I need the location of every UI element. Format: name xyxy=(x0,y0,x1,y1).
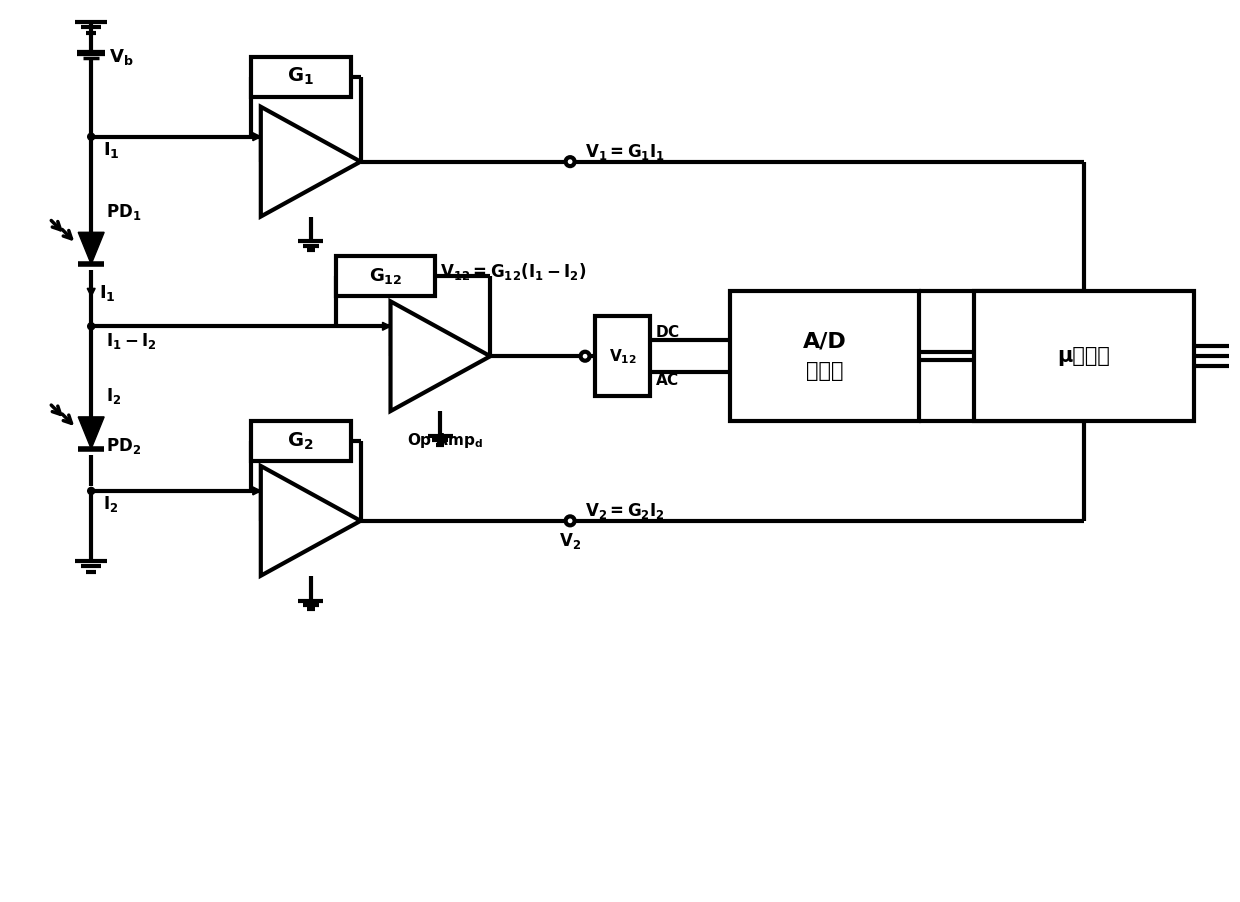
Text: $\mathbf{I_1-I_2}$: $\mathbf{I_1-I_2}$ xyxy=(107,331,157,351)
Text: $\mathbf{AC}$: $\mathbf{AC}$ xyxy=(655,373,680,388)
Text: $\mathbf{Op\ Amp_d}$: $\mathbf{Op\ Amp_d}$ xyxy=(407,431,484,450)
Bar xyxy=(336,256,435,297)
Bar xyxy=(250,57,351,97)
Polygon shape xyxy=(87,289,95,297)
Circle shape xyxy=(565,516,574,525)
Polygon shape xyxy=(260,106,361,216)
Text: $\mathbf{DC}$: $\mathbf{DC}$ xyxy=(655,324,680,340)
Text: $\mathbf{V_2}$: $\mathbf{V_2}$ xyxy=(559,530,582,551)
Bar xyxy=(595,317,650,396)
Text: $\mathbf{V_b}$: $\mathbf{V_b}$ xyxy=(109,47,134,67)
Text: A/D: A/D xyxy=(802,331,847,351)
Text: $\mathbf{I_2}$: $\mathbf{I_2}$ xyxy=(103,494,119,514)
Bar xyxy=(250,421,351,461)
Circle shape xyxy=(88,487,94,494)
Text: $\mathbf{V_{12}=G_{12}(I_1-I_2)}$: $\mathbf{V_{12}=G_{12}(I_1-I_2)}$ xyxy=(440,261,587,282)
Circle shape xyxy=(88,323,94,330)
Text: $\mathbf{PD_1}$: $\mathbf{PD_1}$ xyxy=(107,201,141,222)
Text: μ处理器: μ处理器 xyxy=(1058,346,1110,366)
Text: $\mathbf{V_2=G_2I_2}$: $\mathbf{V_2=G_2I_2}$ xyxy=(585,501,665,520)
Text: $\mathbf{I_2}$: $\mathbf{I_2}$ xyxy=(107,386,122,406)
Text: $\mathbf{G_2}$: $\mathbf{G_2}$ xyxy=(288,430,314,452)
Circle shape xyxy=(565,157,574,166)
Circle shape xyxy=(88,133,94,140)
Bar xyxy=(975,291,1194,421)
Text: $\mathbf{I_1}$: $\mathbf{I_1}$ xyxy=(99,283,115,303)
Text: 转换器: 转换器 xyxy=(806,361,843,382)
Polygon shape xyxy=(260,466,361,575)
Text: $\mathbf{I_1}$: $\mathbf{I_1}$ xyxy=(103,140,120,160)
Polygon shape xyxy=(78,417,104,449)
Polygon shape xyxy=(391,301,490,411)
Polygon shape xyxy=(78,233,104,264)
Circle shape xyxy=(580,352,589,361)
Text: $\mathbf{G_{12}}$: $\mathbf{G_{12}}$ xyxy=(368,266,402,287)
Text: $\mathbf{V_{12}}$: $\mathbf{V_{12}}$ xyxy=(609,347,636,365)
Polygon shape xyxy=(253,487,260,495)
Polygon shape xyxy=(253,133,260,141)
Text: $\mathbf{V_1=G_1I_1}$: $\mathbf{V_1=G_1I_1}$ xyxy=(585,142,665,161)
Text: $\mathbf{PD_2}$: $\mathbf{PD_2}$ xyxy=(107,436,141,456)
Text: $\mathbf{G_1}$: $\mathbf{G_1}$ xyxy=(288,66,314,87)
Polygon shape xyxy=(382,322,391,330)
Bar xyxy=(730,291,919,421)
